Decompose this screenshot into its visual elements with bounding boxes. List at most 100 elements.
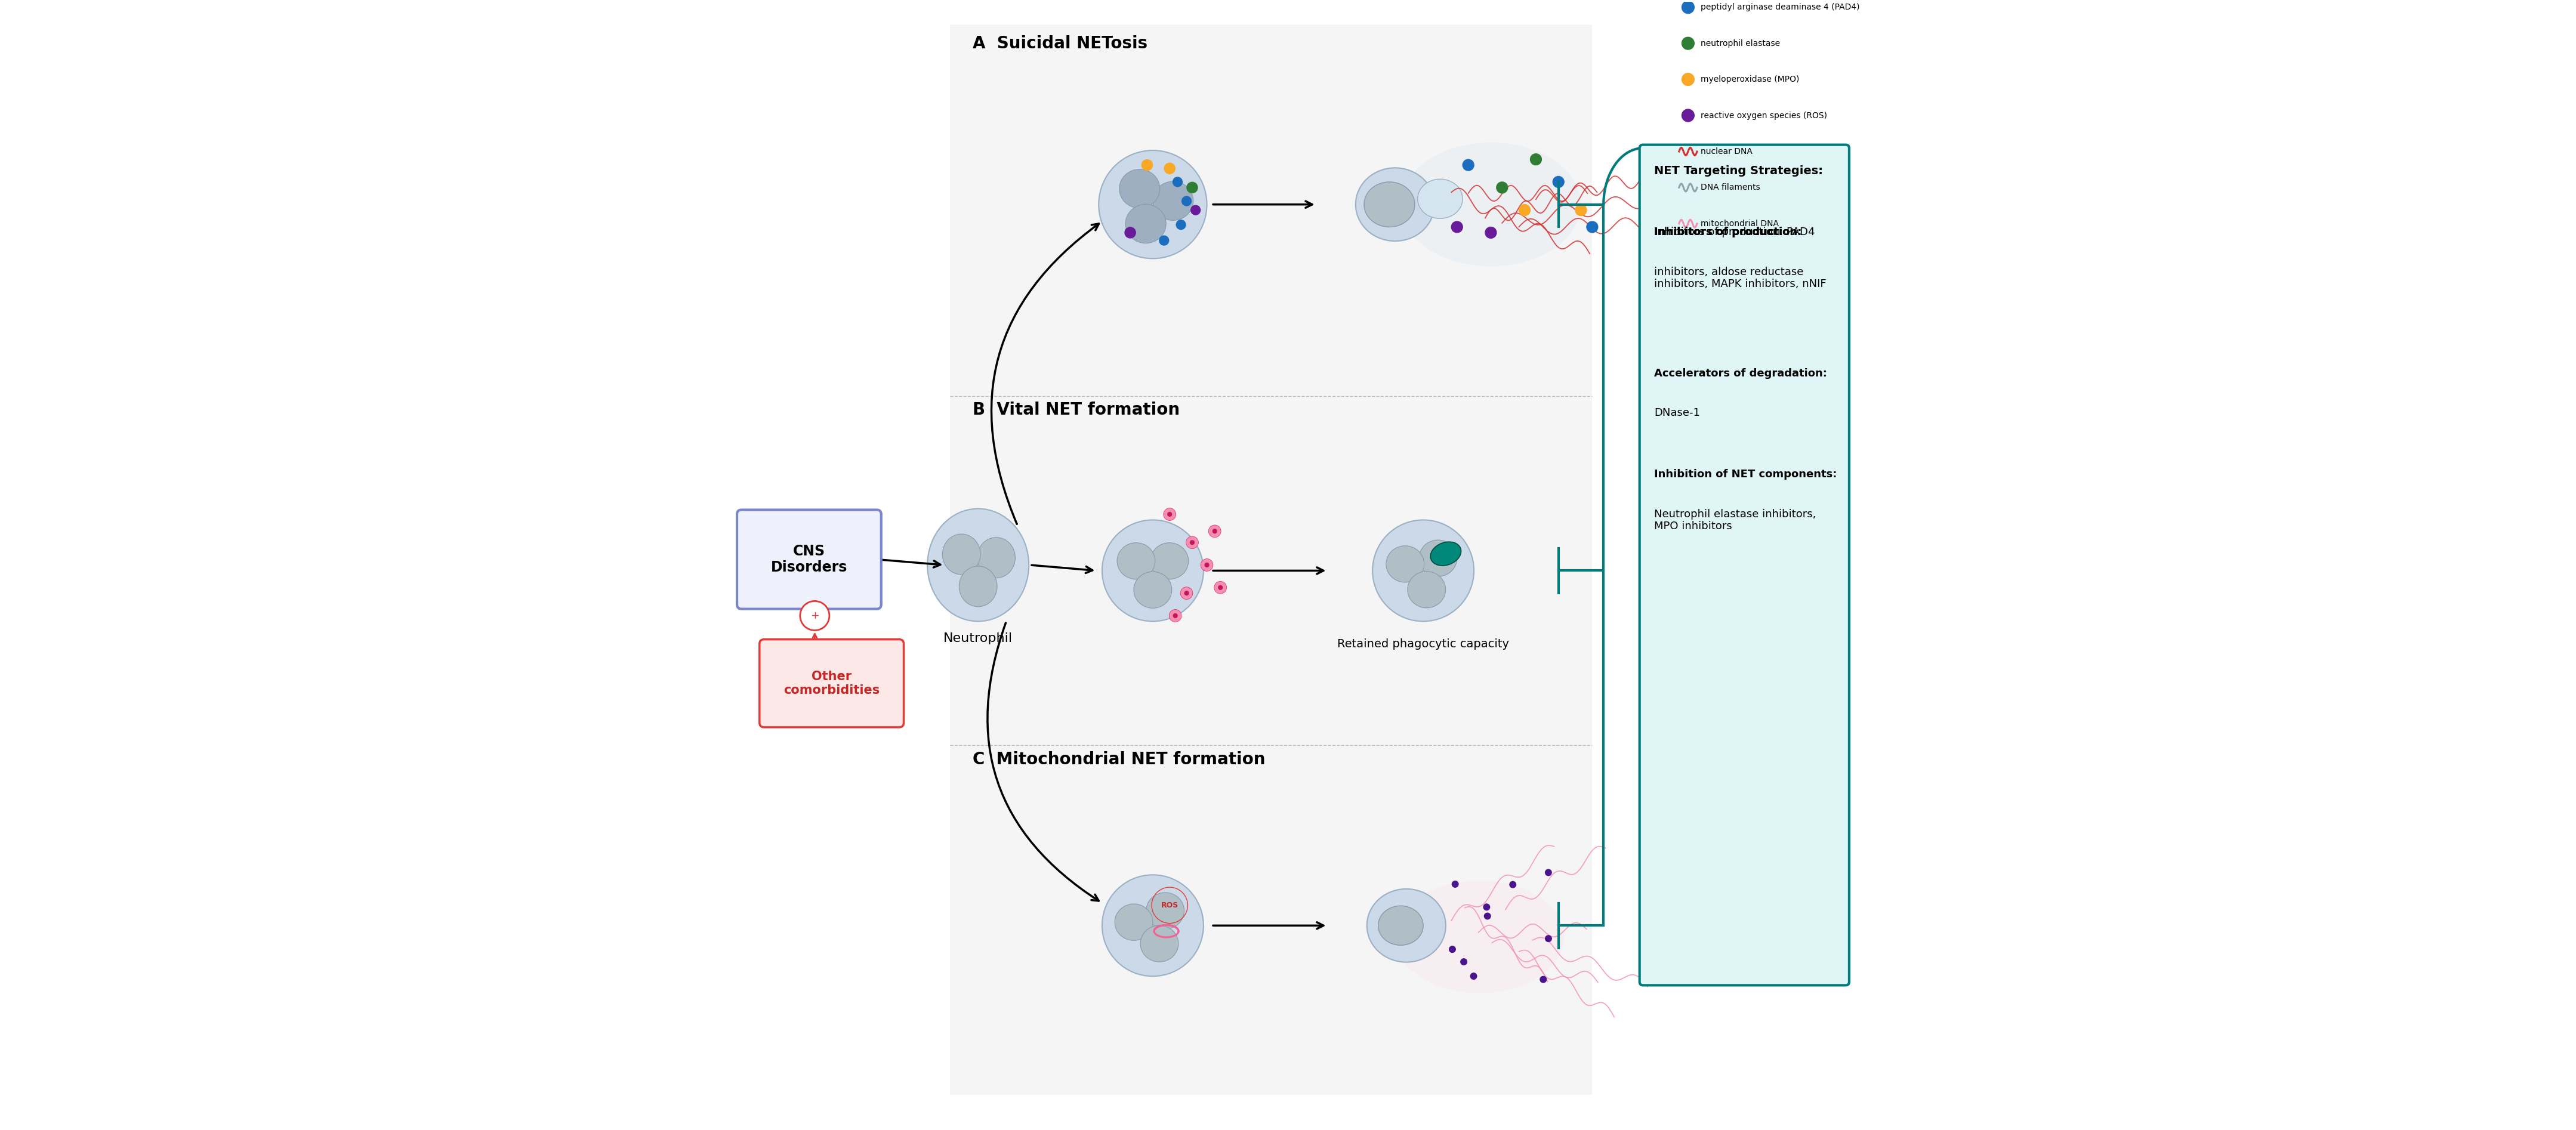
Circle shape bbox=[1180, 586, 1193, 599]
Text: B  Vital NET formation: B Vital NET formation bbox=[974, 401, 1180, 418]
Circle shape bbox=[1159, 236, 1170, 245]
Circle shape bbox=[1453, 881, 1458, 887]
Circle shape bbox=[1126, 227, 1136, 238]
Ellipse shape bbox=[1103, 520, 1203, 622]
Circle shape bbox=[1520, 205, 1530, 216]
Text: Inhibitors of production:: Inhibitors of production: bbox=[1654, 227, 1801, 237]
Text: Accelerators of degradation:: Accelerators of degradation: bbox=[1654, 368, 1826, 379]
Text: Inhibitors of production:: Inhibitors of production: bbox=[1654, 227, 1801, 237]
Circle shape bbox=[1546, 869, 1551, 876]
Ellipse shape bbox=[1151, 182, 1193, 220]
Circle shape bbox=[1185, 591, 1188, 596]
Circle shape bbox=[1461, 958, 1466, 965]
FancyBboxPatch shape bbox=[760, 640, 904, 728]
Text: Neutrophil elastase inhibitors,
MPO inhibitors: Neutrophil elastase inhibitors, MPO inhi… bbox=[1654, 509, 1816, 532]
Text: Other
comorbidities: Other comorbidities bbox=[783, 670, 881, 696]
Ellipse shape bbox=[1430, 542, 1461, 566]
Ellipse shape bbox=[943, 534, 981, 574]
Ellipse shape bbox=[1115, 904, 1154, 940]
Ellipse shape bbox=[1378, 906, 1422, 946]
Text: reactive oxygen species (ROS): reactive oxygen species (ROS) bbox=[1700, 111, 1826, 120]
Text: ROS: ROS bbox=[1162, 902, 1177, 910]
Circle shape bbox=[1463, 159, 1473, 171]
Circle shape bbox=[1450, 946, 1455, 953]
Circle shape bbox=[1546, 936, 1551, 941]
Circle shape bbox=[1200, 559, 1213, 571]
Ellipse shape bbox=[1151, 542, 1188, 580]
Ellipse shape bbox=[1406, 572, 1445, 608]
Ellipse shape bbox=[1419, 540, 1458, 576]
Circle shape bbox=[1164, 509, 1175, 521]
Ellipse shape bbox=[1100, 150, 1208, 259]
Text: Retained phagocytic capacity: Retained phagocytic capacity bbox=[1337, 638, 1510, 650]
Circle shape bbox=[1682, 110, 1695, 122]
Circle shape bbox=[1497, 182, 1507, 193]
Circle shape bbox=[1185, 537, 1198, 549]
Ellipse shape bbox=[1368, 889, 1445, 962]
Ellipse shape bbox=[976, 538, 1015, 577]
Circle shape bbox=[1164, 163, 1175, 174]
Circle shape bbox=[1484, 913, 1492, 920]
Text: DNase-1: DNase-1 bbox=[1654, 407, 1700, 418]
Text: neutrophil elastase: neutrophil elastase bbox=[1700, 40, 1780, 47]
FancyBboxPatch shape bbox=[951, 746, 1592, 1095]
Circle shape bbox=[1682, 1, 1695, 14]
Circle shape bbox=[1172, 177, 1182, 186]
Text: mitochondrial DNA: mitochondrial DNA bbox=[1700, 219, 1777, 228]
Circle shape bbox=[1190, 206, 1200, 215]
Circle shape bbox=[1188, 182, 1198, 193]
Circle shape bbox=[1682, 37, 1695, 50]
Ellipse shape bbox=[927, 509, 1028, 622]
Ellipse shape bbox=[1118, 542, 1154, 580]
Circle shape bbox=[1486, 227, 1497, 238]
Circle shape bbox=[1484, 904, 1489, 911]
Text: Neutrophil: Neutrophil bbox=[943, 633, 1012, 644]
Circle shape bbox=[1530, 154, 1540, 165]
Circle shape bbox=[1510, 881, 1515, 888]
Ellipse shape bbox=[1373, 520, 1473, 622]
Text: DNA filaments: DNA filaments bbox=[1700, 183, 1759, 192]
Ellipse shape bbox=[1355, 168, 1435, 241]
Circle shape bbox=[1141, 159, 1151, 171]
Ellipse shape bbox=[1401, 142, 1582, 267]
FancyBboxPatch shape bbox=[951, 396, 1592, 746]
Circle shape bbox=[1450, 221, 1463, 233]
Circle shape bbox=[1682, 73, 1695, 86]
Circle shape bbox=[1170, 609, 1182, 622]
Circle shape bbox=[1540, 976, 1546, 983]
FancyBboxPatch shape bbox=[1638, 145, 1850, 985]
Ellipse shape bbox=[958, 566, 997, 607]
Text: nuclear DNA: nuclear DNA bbox=[1700, 147, 1752, 156]
Ellipse shape bbox=[1141, 925, 1177, 962]
Ellipse shape bbox=[1417, 180, 1463, 218]
Ellipse shape bbox=[1133, 572, 1172, 608]
Circle shape bbox=[1577, 205, 1587, 216]
Circle shape bbox=[1172, 614, 1177, 618]
Ellipse shape bbox=[1365, 182, 1414, 227]
Ellipse shape bbox=[1146, 893, 1185, 929]
Ellipse shape bbox=[1126, 205, 1167, 243]
Text: A  Suicidal NETosis: A Suicidal NETosis bbox=[974, 35, 1146, 52]
Ellipse shape bbox=[1396, 880, 1564, 993]
Ellipse shape bbox=[1386, 546, 1425, 582]
FancyBboxPatch shape bbox=[737, 510, 881, 609]
FancyBboxPatch shape bbox=[951, 24, 1592, 396]
Circle shape bbox=[1167, 512, 1172, 516]
Text: myeloperoxidase (MPO): myeloperoxidase (MPO) bbox=[1700, 76, 1798, 84]
Circle shape bbox=[1208, 525, 1221, 538]
Ellipse shape bbox=[1121, 169, 1159, 208]
Circle shape bbox=[1206, 563, 1208, 567]
Ellipse shape bbox=[1103, 875, 1203, 976]
Circle shape bbox=[1213, 529, 1216, 533]
Circle shape bbox=[1213, 581, 1226, 593]
Text: C  Mitochondrial NET formation: C Mitochondrial NET formation bbox=[974, 751, 1265, 767]
Text: Inhibition of NET components:: Inhibition of NET components: bbox=[1654, 469, 1837, 480]
Circle shape bbox=[1182, 197, 1190, 206]
Circle shape bbox=[1190, 540, 1195, 545]
Text: Inhibitors of production: PAD4: Inhibitors of production: PAD4 bbox=[1654, 227, 1816, 237]
Circle shape bbox=[801, 601, 829, 631]
Circle shape bbox=[1177, 220, 1185, 229]
Text: +: + bbox=[811, 610, 819, 622]
Circle shape bbox=[1471, 973, 1476, 980]
Text: peptidyl arginase deaminase 4 (PAD4): peptidyl arginase deaminase 4 (PAD4) bbox=[1700, 3, 1860, 11]
